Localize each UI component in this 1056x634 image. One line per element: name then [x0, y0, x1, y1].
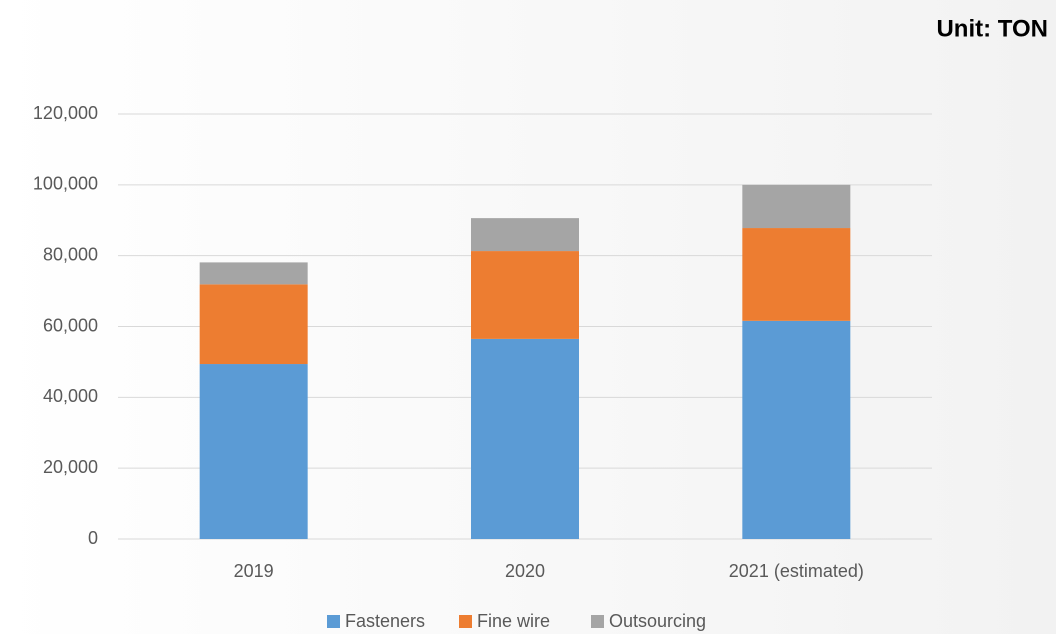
- bar-segment: [742, 320, 851, 539]
- y-tick-label: 40,000: [43, 386, 98, 406]
- bar-segment: [471, 338, 579, 539]
- legend-label: Fine wire: [477, 611, 550, 631]
- bar-segment: [199, 262, 308, 285]
- legend-swatch: [459, 615, 472, 628]
- bar-segment: [742, 228, 851, 321]
- x-tick-label: 2021 (estimated): [729, 561, 864, 581]
- legend-swatch: [591, 615, 604, 628]
- y-tick-label: 20,000: [43, 457, 98, 477]
- bar-segment: [471, 251, 579, 339]
- legend-label: Outsourcing: [609, 611, 706, 631]
- unit-annotation: Unit: TON: [936, 15, 1048, 42]
- bar-segment: [742, 184, 851, 229]
- x-tick-label: 2019: [234, 561, 274, 581]
- bar-segment: [199, 284, 308, 365]
- y-tick-label: 60,000: [43, 315, 98, 335]
- y-tick-label: 80,000: [43, 244, 98, 264]
- bar-segment: [199, 364, 308, 539]
- y-tick-label: 120,000: [33, 103, 98, 123]
- y-tick-label: 0: [88, 528, 98, 548]
- y-tick-label: 100,000: [33, 174, 98, 194]
- legend-label: Fasteners: [345, 611, 425, 631]
- legend-swatch: [327, 615, 340, 628]
- x-tick-label: 2020: [505, 561, 545, 581]
- bar-segment: [471, 218, 579, 252]
